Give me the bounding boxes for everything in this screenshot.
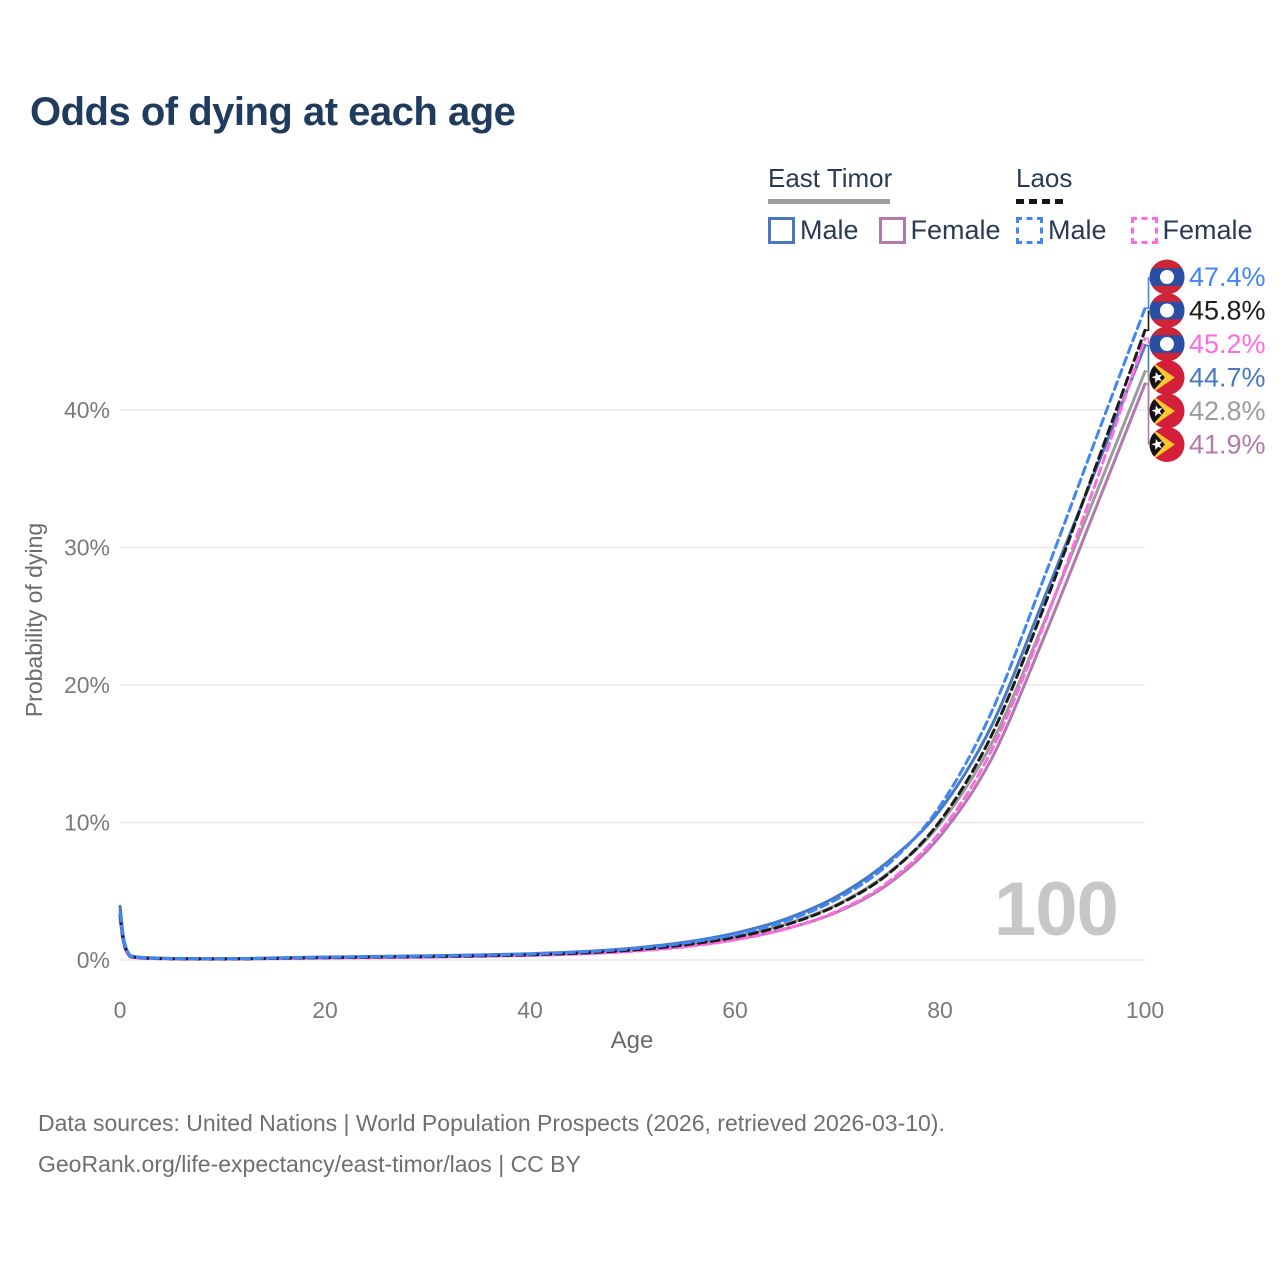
end-value-label-east-timor-female: 41.9% xyxy=(1189,430,1266,460)
legend-item-laos-male[interactable]: Male xyxy=(1016,215,1107,246)
leader-line-laos-male xyxy=(1145,277,1150,310)
leader-lines xyxy=(1145,277,1150,445)
legend-group-laos: Laos Male Female xyxy=(1016,163,1253,246)
legend-item-laos-female[interactable]: Female xyxy=(1130,215,1253,246)
x-axis-title: Age xyxy=(611,1027,654,1054)
flag-icon-laos xyxy=(1149,326,1185,362)
flag-icons xyxy=(1149,259,1185,462)
flag-icon-laos xyxy=(1149,259,1185,295)
series-line-east-timor-male xyxy=(118,343,1147,961)
end-value-label-east-timor-total: 42.8% xyxy=(1189,396,1266,426)
end-value-labels: 47.4% 45.8%45.2% 44.7%42.8% 41.9% xyxy=(1189,262,1266,460)
data-source-line2: GeoRank.org/life-expectancy/east-timor/l… xyxy=(38,1151,581,1177)
legend-item-label: Female xyxy=(1162,215,1253,245)
end-value-label-laos-male: 47.4% xyxy=(1189,262,1266,292)
legend-swatch-laos-female xyxy=(1130,217,1158,244)
series-lines xyxy=(118,306,1147,961)
page-title: Odds of dying at each age xyxy=(30,90,516,134)
y-tick-label-10%: 10% xyxy=(64,810,110,836)
y-tick-label-40%: 40% xyxy=(64,397,110,423)
data-source-note: Data sources: United Nations | World Pop… xyxy=(38,1103,945,1185)
legend-item-east-timor-male[interactable]: Male xyxy=(768,215,859,246)
data-source-line1: Data sources: United Nations | World Pop… xyxy=(38,1110,945,1136)
legend-group-title-laos: Laos xyxy=(1016,163,1073,193)
legend-item-label: Male xyxy=(800,215,859,245)
age-watermark: 100 xyxy=(994,867,1119,952)
legend-item-label: Female xyxy=(910,215,1001,245)
y-tick-label-30%: 30% xyxy=(64,535,110,561)
end-value-label-laos-total: 45.8% xyxy=(1189,296,1266,326)
flag-icon-east-timor xyxy=(1149,360,1185,395)
x-tick-label-80: 80 xyxy=(927,997,953,1023)
leader-line-east-timor-female xyxy=(1145,383,1150,445)
gridlines xyxy=(120,409,1145,961)
legend-underline-east-timor xyxy=(768,199,890,204)
legend-group-east-timor: East Timor Male Female xyxy=(768,163,1001,246)
end-value-label-laos-female: 45.2% xyxy=(1189,329,1266,359)
x-tick-label-20: 20 xyxy=(312,997,338,1023)
x-tick-label-0: 0 xyxy=(114,997,127,1023)
legend-item-label: Male xyxy=(1048,215,1107,245)
leader-line-laos-total xyxy=(1145,310,1150,332)
series-line-laos-male xyxy=(118,306,1147,961)
legend-swatch-laos-male xyxy=(1016,217,1043,244)
flag-icon-east-timor xyxy=(1149,427,1185,462)
series-line-laos-female xyxy=(118,337,1147,961)
line-chart: 0% 10% 20% 30% 40% 0 20 40 60 80 100 47.4% 45.8%45… xyxy=(21,259,1266,1054)
y-axis-tick-labels: 0% 10% 20% 30% 40% xyxy=(64,397,110,973)
y-tick-label-20%: 20% xyxy=(64,672,110,698)
legend-swatch-east-timor-female xyxy=(878,217,906,244)
legend-item-east-timor-female[interactable]: Female xyxy=(878,215,1001,246)
y-tick-label-0%: 0% xyxy=(77,947,110,973)
x-tick-label-100: 100 xyxy=(1126,997,1164,1023)
series-line-east-timor-total xyxy=(118,370,1147,961)
flag-icon-laos xyxy=(1149,293,1185,328)
legend-underline-laos xyxy=(1016,199,1066,204)
x-tick-label-40: 40 xyxy=(517,997,543,1023)
x-axis-tick-labels: 0 20 40 60 80 100 xyxy=(114,997,1165,1023)
legend-swatch-east-timor-male xyxy=(768,217,795,244)
y-axis-title: Probability of dying xyxy=(21,523,47,717)
leader-line-east-timor-male xyxy=(1145,344,1150,378)
flag-icon-east-timor xyxy=(1149,393,1185,429)
x-tick-label-60: 60 xyxy=(722,997,748,1023)
leader-line-laos-female xyxy=(1145,337,1150,344)
series-line-east-timor-female xyxy=(118,382,1147,961)
series-line-laos-total xyxy=(118,328,1147,961)
legend-group-title-east-timor: East Timor xyxy=(768,163,893,193)
end-value-label-east-timor-male: 44.7% xyxy=(1189,363,1266,393)
